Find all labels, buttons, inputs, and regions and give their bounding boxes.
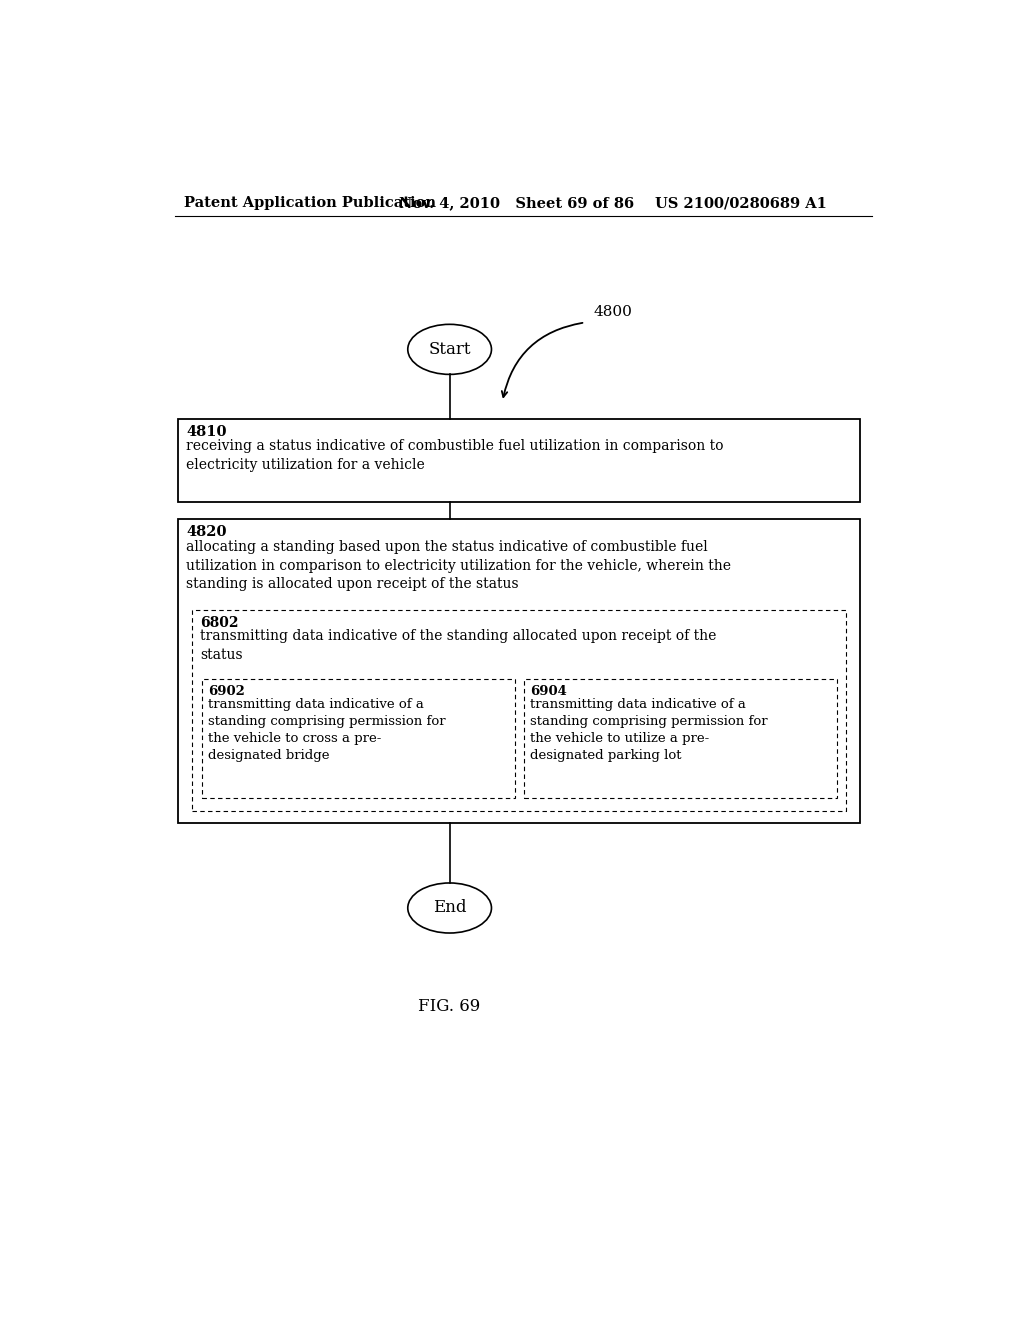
Text: Nov. 4, 2010   Sheet 69 of 86: Nov. 4, 2010 Sheet 69 of 86 [399,197,635,210]
Bar [178,519,860,822]
Text: allocating a standing based upon the status indicative of combustible fuel
utili: allocating a standing based upon the sta… [186,540,731,591]
Text: 4820: 4820 [186,525,226,539]
Bar [178,418,860,502]
Text: 4810: 4810 [186,425,226,438]
Text: transmitting data indicative of a
standing comprising permission for
the vehicle: transmitting data indicative of a standi… [208,698,445,762]
Bar [193,610,847,812]
Text: receiving a status indicative of combustible fuel utilization in comparison to
e: receiving a status indicative of combust… [186,438,724,471]
Text: Patent Application Publication: Patent Application Publication [183,197,436,210]
Text: End: End [433,899,466,916]
Text: 4800: 4800 [593,305,632,319]
Text: transmitting data indicative of a
standing comprising permission for
the vehicle: transmitting data indicative of a standi… [530,698,768,762]
Text: transmitting data indicative of the standing allocated upon receipt of the
statu: transmitting data indicative of the stan… [200,628,717,661]
Text: 6904: 6904 [530,685,567,698]
Text: FIG. 69: FIG. 69 [419,998,480,1015]
Text: US 2100/0280689 A1: US 2100/0280689 A1 [655,197,826,210]
Text: 6902: 6902 [208,685,245,698]
Bar [202,678,515,799]
Text: Start: Start [428,341,471,358]
Bar [524,678,838,799]
Text: 6802: 6802 [200,615,239,630]
